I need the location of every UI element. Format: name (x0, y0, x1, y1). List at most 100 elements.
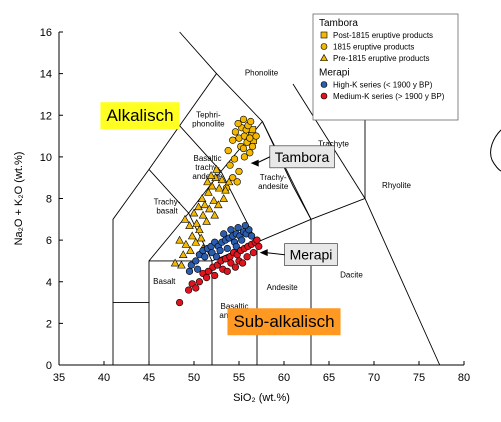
y-tick-label: 4 (46, 277, 52, 289)
annotation-text: Alkalisch (106, 106, 173, 125)
annotation-sub-alkalisch: Sub-alkalisch (227, 308, 341, 336)
data-point (227, 259, 235, 267)
data-point (206, 171, 216, 179)
data-point (192, 284, 200, 292)
partial-outline-right-edge (490, 129, 501, 172)
data-point (220, 230, 228, 238)
data-point (189, 208, 199, 217)
legend-marker (320, 31, 328, 39)
data-point (223, 244, 231, 253)
annotation-text: Tambora (275, 149, 330, 165)
field-label-phonolite: Phonolite (245, 69, 279, 78)
y-tick-label: 0 (46, 360, 52, 372)
data-point (207, 181, 217, 190)
series-pre-1815-eruptive-products (170, 164, 234, 269)
data-point (212, 164, 221, 173)
data-point (231, 128, 239, 136)
data-point (230, 155, 239, 163)
field-boundary (112, 302, 150, 365)
field-label-line: andesite (192, 172, 223, 181)
field-label-trachyte: Trachyte (318, 139, 349, 148)
legend-item-label: Medium-K series (> 1900 y BP) (333, 92, 445, 101)
field-label-rhyolite: Rhyolite (382, 181, 411, 190)
data-point (255, 242, 263, 250)
data-point (187, 231, 197, 240)
field-label-line: andesite (258, 182, 289, 191)
y-tick-label: 6 (46, 235, 52, 247)
data-point (235, 167, 243, 176)
y-tick-label: 8 (46, 194, 52, 206)
x-tick-label: 50 (188, 372, 200, 384)
series-medium-k-series-1900-y-bp (176, 236, 263, 307)
data-point (249, 249, 257, 257)
data-point (219, 194, 229, 202)
field-boundary (179, 31, 217, 74)
data-point (232, 242, 240, 250)
annotation-arrow (256, 156, 270, 164)
data-point (185, 267, 194, 275)
data-point (191, 237, 201, 246)
annotation-box (269, 145, 335, 169)
x-tick-label: 60 (278, 372, 290, 384)
x-ticks: 35 40 45 50 55 60 65 70 75 80 (53, 361, 470, 384)
field-label-line: Trachy- (260, 173, 287, 182)
annotation-box (227, 308, 341, 336)
field-label-dacite: Dacite (340, 271, 363, 280)
field-label-line: Tephri- (196, 110, 221, 119)
data-point (229, 174, 237, 182)
field-label-line: basalt (156, 207, 178, 216)
data-point (234, 119, 242, 128)
annotation-arrowhead (259, 249, 268, 257)
annotation-tambora: Tambora (250, 145, 335, 169)
y-tick-label: 12 (40, 110, 52, 122)
data-point (247, 117, 255, 126)
data-point (233, 178, 241, 186)
data-point (175, 235, 184, 244)
field-label-line: Trachy- (154, 198, 181, 207)
data-point (204, 204, 214, 213)
data-point (203, 273, 211, 282)
data-point (213, 200, 223, 209)
data-point (185, 286, 193, 294)
data-point (201, 253, 209, 261)
data-point (194, 265, 202, 273)
data-point (192, 257, 200, 265)
data-point (239, 259, 247, 267)
field-boundary (261, 121, 312, 220)
data-points (170, 115, 263, 307)
data-point (202, 216, 211, 225)
legend-marker (320, 43, 328, 50)
field-label-line: Basaltic (193, 154, 221, 163)
field-boundary (179, 125, 258, 243)
field-label-trachy-andesite: Trachy-andesite (258, 173, 289, 191)
data-point (221, 185, 230, 194)
field-boundary (148, 169, 213, 262)
data-point (243, 253, 251, 261)
series-1815-eruptive-products (222, 115, 260, 192)
data-point (217, 175, 227, 184)
data-point (240, 153, 248, 161)
data-point (200, 200, 210, 209)
data-point (223, 267, 231, 275)
data-point (241, 221, 249, 230)
data-point (248, 142, 257, 151)
field-label-line: Rhyolite (382, 181, 411, 190)
data-point (176, 298, 184, 307)
data-point (209, 196, 219, 204)
data-point (246, 149, 254, 157)
data-point (227, 226, 235, 234)
field-boundary (292, 83, 366, 199)
legend: Tambora Post-1815 eruptive products 1815 e… (312, 13, 459, 121)
data-point (234, 224, 242, 232)
field-label-line: Dacite (340, 271, 363, 280)
y-tick-label: 16 (40, 27, 52, 39)
field-label-basalt: Basalt (153, 277, 176, 286)
field-label-line: Trachyte (318, 139, 349, 148)
x-tick-label: 80 (458, 372, 470, 384)
annotation-text: Sub-alkalisch (233, 312, 334, 331)
data-point (248, 232, 256, 240)
data-point (192, 219, 202, 227)
x-tick-label: 35 (53, 372, 65, 384)
legend-item-label: 1815 eruptive products (333, 43, 414, 52)
